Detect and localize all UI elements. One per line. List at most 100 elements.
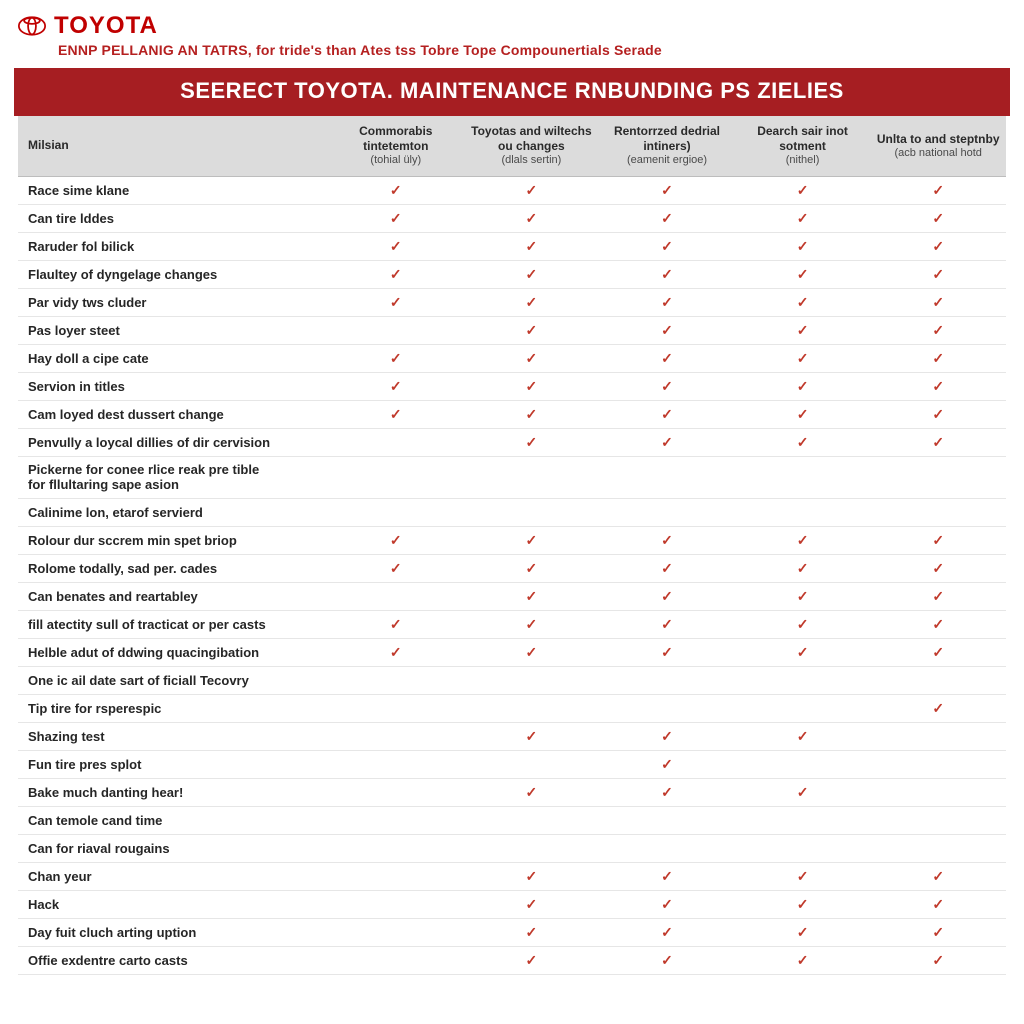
cell: ✓ xyxy=(464,722,600,750)
cell: ✓ xyxy=(599,610,735,638)
check-icon: ✓ xyxy=(932,182,944,198)
check-icon: ✓ xyxy=(797,350,809,366)
check-icon: ✓ xyxy=(661,644,673,660)
cell xyxy=(870,456,1006,498)
check-icon: ✓ xyxy=(797,868,809,884)
table-row: Pas loyer steet✓✓✓✓ xyxy=(18,316,1006,344)
cell xyxy=(599,498,735,526)
cell: ✓ xyxy=(870,918,1006,946)
check-icon: ✓ xyxy=(526,406,538,422)
table-row: Shazing test✓✓✓ xyxy=(18,722,1006,750)
check-icon: ✓ xyxy=(526,728,538,744)
check-icon: ✓ xyxy=(932,322,944,338)
table-row: Hack✓✓✓✓ xyxy=(18,890,1006,918)
cell xyxy=(328,918,464,946)
cell: ✓ xyxy=(464,946,600,974)
table-row: Raruder fol bilick✓✓✓✓✓ xyxy=(18,232,1006,260)
check-icon: ✓ xyxy=(661,868,673,884)
toyota-logo-icon xyxy=(18,12,46,40)
table-row: Offie exdentre carto casts✓✓✓✓ xyxy=(18,946,1006,974)
check-icon: ✓ xyxy=(932,378,944,394)
cell: ✓ xyxy=(464,526,600,554)
row-label: Offie exdentre carto casts xyxy=(18,946,328,974)
cell xyxy=(735,498,871,526)
cell xyxy=(328,316,464,344)
col-header: Rentorrzed dedrial intiners)(eamenit erg… xyxy=(599,116,735,176)
cell xyxy=(735,750,871,778)
check-icon: ✓ xyxy=(526,378,538,394)
cell: ✓ xyxy=(870,862,1006,890)
check-icon: ✓ xyxy=(932,532,944,548)
cell: ✓ xyxy=(870,428,1006,456)
check-icon: ✓ xyxy=(390,238,402,254)
cell xyxy=(735,834,871,862)
row-label: Pas loyer steet xyxy=(18,316,328,344)
table-row: Hay doll a cipe cate✓✓✓✓✓ xyxy=(18,344,1006,372)
cell: ✓ xyxy=(735,176,871,204)
cell: ✓ xyxy=(599,526,735,554)
check-icon: ✓ xyxy=(661,210,673,226)
cell: ✓ xyxy=(464,260,600,288)
cell: ✓ xyxy=(735,526,871,554)
cell: ✓ xyxy=(870,582,1006,610)
check-icon: ✓ xyxy=(932,896,944,912)
cell: ✓ xyxy=(464,862,600,890)
check-icon: ✓ xyxy=(797,924,809,940)
table-row: Fun tire pres splot✓ xyxy=(18,750,1006,778)
table-row: Calinime lon, etarof servierd xyxy=(18,498,1006,526)
cell: ✓ xyxy=(870,526,1006,554)
cell xyxy=(328,694,464,722)
check-icon: ✓ xyxy=(797,616,809,632)
check-icon: ✓ xyxy=(390,378,402,394)
check-icon: ✓ xyxy=(390,560,402,576)
cell xyxy=(464,456,600,498)
check-icon: ✓ xyxy=(526,182,538,198)
cell xyxy=(870,778,1006,806)
cell xyxy=(328,834,464,862)
cell: ✓ xyxy=(735,946,871,974)
check-icon: ✓ xyxy=(661,350,673,366)
cell xyxy=(735,666,871,694)
cell: ✓ xyxy=(735,372,871,400)
cell: ✓ xyxy=(464,428,600,456)
check-icon: ✓ xyxy=(661,896,673,912)
cell: ✓ xyxy=(870,610,1006,638)
check-icon: ✓ xyxy=(661,756,673,772)
cell: ✓ xyxy=(735,260,871,288)
row-label: Rolome todally, sad per. cades xyxy=(18,554,328,582)
check-icon: ✓ xyxy=(390,210,402,226)
cell: ✓ xyxy=(464,778,600,806)
cell: ✓ xyxy=(599,316,735,344)
cell: ✓ xyxy=(599,890,735,918)
cell: ✓ xyxy=(735,862,871,890)
brand-name: TOYOTA xyxy=(54,12,158,40)
table-row: Par vidy tws cluder✓✓✓✓✓ xyxy=(18,288,1006,316)
cell: ✓ xyxy=(735,918,871,946)
check-icon: ✓ xyxy=(390,294,402,310)
row-label: One ic ail date sart of ficiall Tecovry xyxy=(18,666,328,694)
cell: ✓ xyxy=(735,554,871,582)
cell: ✓ xyxy=(870,638,1006,666)
cell xyxy=(464,694,600,722)
check-icon: ✓ xyxy=(932,952,944,968)
check-icon: ✓ xyxy=(797,378,809,394)
check-icon: ✓ xyxy=(390,616,402,632)
cell: ✓ xyxy=(464,918,600,946)
page-banner: SEERECT TOYOTA. MAINTENANCE RNBUNDING PS… xyxy=(14,68,1010,116)
cell: ✓ xyxy=(870,400,1006,428)
check-icon: ✓ xyxy=(661,532,673,548)
check-icon: ✓ xyxy=(661,924,673,940)
cell xyxy=(464,750,600,778)
cell: ✓ xyxy=(735,288,871,316)
row-label: Rolour dur sccrem min spet briop xyxy=(18,526,328,554)
row-label: Calinime lon, etarof servierd xyxy=(18,498,328,526)
cell: ✓ xyxy=(328,344,464,372)
table-row: Day fuit cluch arting uption✓✓✓✓ xyxy=(18,918,1006,946)
cell: ✓ xyxy=(328,610,464,638)
cell: ✓ xyxy=(599,260,735,288)
cell: ✓ xyxy=(870,554,1006,582)
cell xyxy=(328,806,464,834)
cell: ✓ xyxy=(599,176,735,204)
table-row: Can temole cand time xyxy=(18,806,1006,834)
cell xyxy=(599,806,735,834)
